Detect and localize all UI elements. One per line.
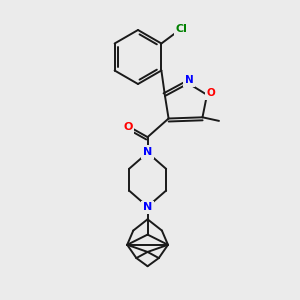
- Text: N: N: [143, 147, 152, 157]
- Text: N: N: [143, 202, 152, 212]
- Text: O: O: [123, 122, 133, 132]
- Text: N: N: [184, 75, 194, 85]
- Text: O: O: [207, 88, 216, 98]
- Text: Cl: Cl: [176, 24, 188, 34]
